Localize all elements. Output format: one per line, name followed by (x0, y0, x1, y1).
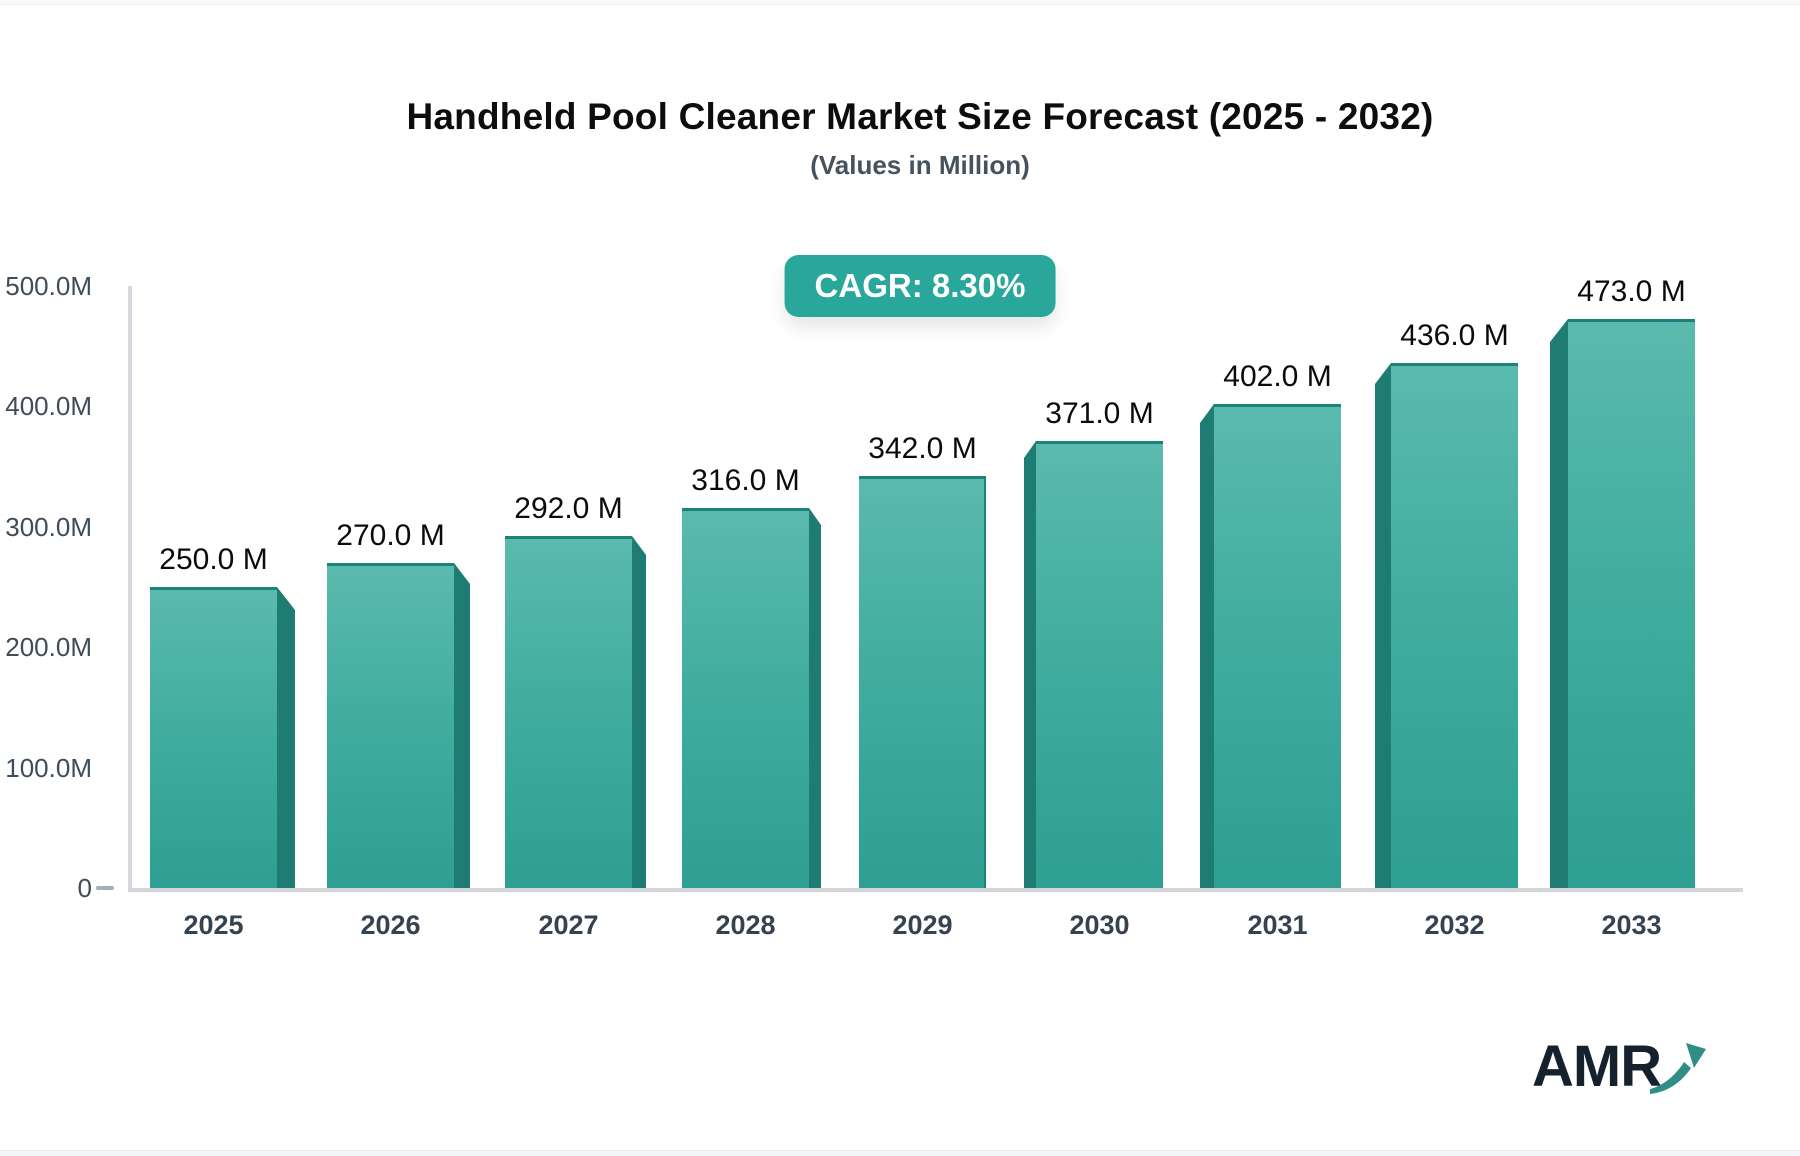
bar-side (632, 536, 646, 888)
amr-logo-text: AMR (1532, 1034, 1662, 1099)
x-tick-label: 2029 (892, 910, 953, 940)
y-tick-label: 500.0M (5, 271, 92, 301)
top-border (0, 0, 1800, 5)
y-tick-label: 200.0M (5, 632, 92, 663)
page-subtitle: (Values in Million) (810, 150, 1030, 180)
bar-value-label: 250.0 M (159, 543, 268, 576)
bar-side (277, 587, 295, 888)
x-tick-label: 2033 (1601, 910, 1662, 940)
x-tick-label: 2027 (538, 910, 599, 940)
amr-logo: AMR (1532, 1036, 1722, 1106)
bar-value-label: 371.0 M (1045, 397, 1154, 430)
x-tick-label: 2025 (183, 910, 244, 940)
bar-side (1200, 404, 1214, 888)
bar-side (1375, 363, 1391, 888)
bar-value-label: 292.0 M (514, 492, 623, 525)
arrow-head (1686, 1043, 1706, 1068)
page-title: Handheld Pool Cleaner Market Size Foreca… (406, 96, 1434, 137)
bar-front[interactable] (682, 508, 809, 888)
x-tick-label: 2031 (1247, 910, 1308, 940)
y-axis-line (128, 286, 132, 888)
bar-front[interactable] (1036, 441, 1163, 888)
x-axis-line (128, 888, 1743, 892)
bar-value-label: 270.0 M (336, 519, 445, 552)
bar-value-label: 473.0 M (1577, 275, 1686, 308)
zero-tick-dash (96, 886, 114, 890)
bar-value-label: 316.0 M (691, 464, 800, 497)
bar-value-label: 436.0 M (1400, 319, 1509, 352)
bar-side (1024, 441, 1036, 888)
logo-arrow-icon (1650, 1043, 1706, 1094)
cagr-badge: CAGR: 8.30% (784, 255, 1056, 317)
y-tick-label: 300.0M (5, 511, 92, 542)
bar-front[interactable] (1214, 404, 1341, 888)
bar-front[interactable] (1391, 363, 1518, 888)
bar-value-label: 402.0 M (1223, 360, 1332, 393)
bar-side (1550, 319, 1568, 888)
bottom-border (0, 1150, 1800, 1156)
x-tick-label: 2028 (715, 910, 776, 940)
bar-front[interactable] (150, 587, 277, 888)
y-tick-label: 0 (77, 873, 92, 903)
bar-front[interactable] (1568, 319, 1695, 888)
bar-value-label: 342.0 M (868, 432, 977, 465)
x-tick-label: 2030 (1069, 910, 1130, 940)
y-tick-label: 400.0M (5, 391, 92, 422)
x-tick-label: 2026 (360, 910, 421, 940)
bar-side (454, 563, 470, 888)
bar-front[interactable] (327, 563, 454, 888)
arrow-tail (1650, 1062, 1691, 1094)
y-tick-label: 100.0M (5, 752, 92, 783)
bar-side (809, 508, 821, 888)
x-tick-label: 2032 (1424, 910, 1485, 940)
bar-front[interactable] (505, 536, 632, 888)
bar-front[interactable] (859, 476, 986, 888)
